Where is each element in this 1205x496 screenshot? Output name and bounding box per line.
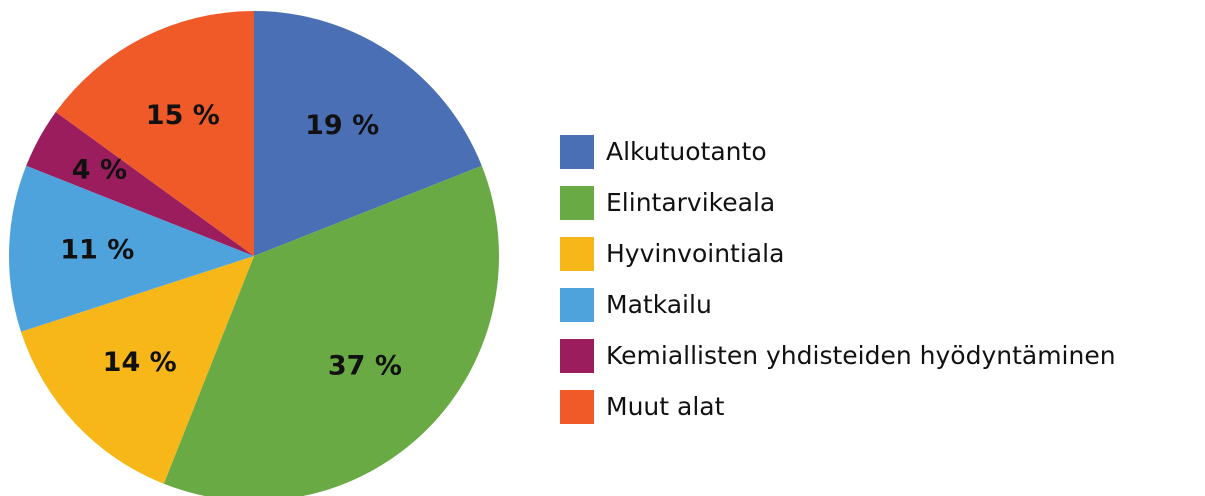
pie-slice	[26, 111, 255, 256]
legend-swatch	[560, 135, 594, 169]
legend-swatch	[560, 339, 594, 373]
value-label: 11 %	[60, 235, 134, 266]
legend-label: Alkutuotanto	[606, 137, 767, 166]
legend-label: Kemiallisten yhdisteiden hyödyntäminen	[606, 341, 1116, 370]
legend-label: Hyvinvointiala	[606, 239, 784, 268]
value-label: 37 %	[328, 350, 402, 381]
pie-slice	[55, 11, 255, 256]
legend-label: Matkailu	[606, 290, 712, 319]
legend-swatch	[560, 237, 594, 271]
pie-slice	[20, 256, 255, 484]
pie-slice	[8, 165, 254, 332]
value-label: 4 %	[72, 155, 127, 186]
pie-slice	[254, 11, 482, 256]
legend-swatch	[560, 288, 594, 322]
legend-swatch	[560, 186, 594, 220]
legend-swatch	[560, 390, 594, 424]
value-label: 15 %	[146, 100, 220, 131]
legend-label: Elintarvikeala	[606, 188, 775, 217]
value-label: 19 %	[305, 110, 379, 141]
value-label: 14 %	[103, 347, 177, 378]
pie-slice	[163, 165, 499, 496]
legend-label: Muut alat	[606, 392, 725, 421]
